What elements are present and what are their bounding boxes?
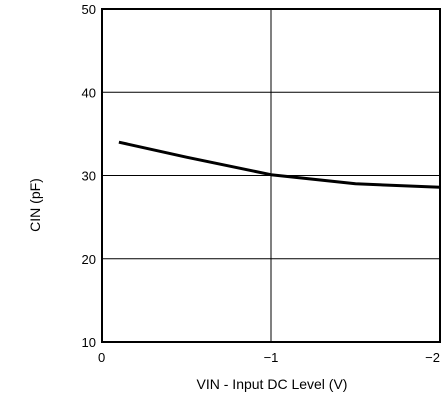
y-axis-label: CIN (pF) (27, 178, 43, 232)
y-tick-label: 20 (82, 252, 96, 267)
series-layer (118, 140, 441, 189)
x-tick-label: −1 (264, 350, 279, 365)
x-tick-label: 0 (98, 350, 105, 365)
x-axis-label: VIN - Input DC Level (V) (197, 376, 348, 392)
plot-area-frame (101, 8, 441, 343)
x-tick-label: −2 (425, 350, 440, 365)
x-axis-ticks: 0 −1 −2 (98, 350, 440, 365)
y-axis-ticks: 10 20 30 40 50 (82, 2, 96, 350)
y-tick-label: 30 (82, 169, 96, 184)
series-line (118, 140, 441, 189)
y-tick-label: 10 (82, 335, 96, 350)
y-tick-label: 40 (82, 85, 96, 100)
y-tick-label: 50 (82, 2, 96, 17)
